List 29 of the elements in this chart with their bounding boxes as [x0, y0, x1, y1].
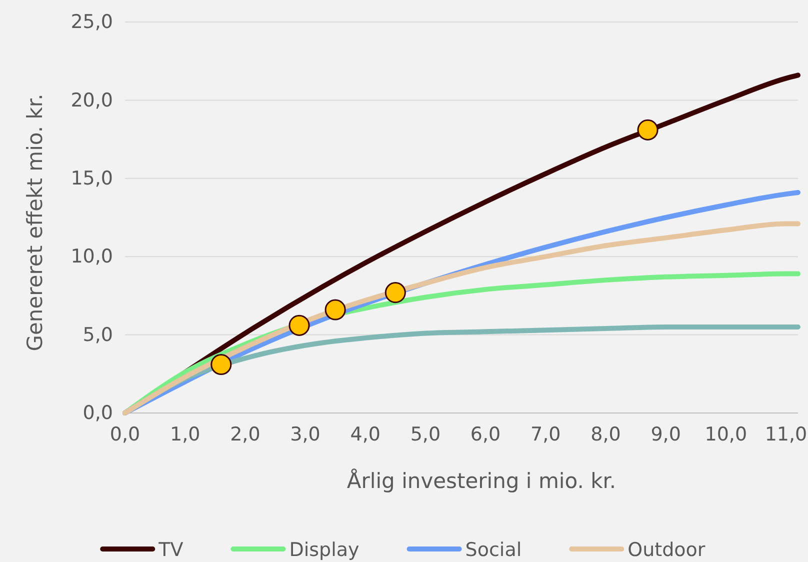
y-tick-label: 25,0: [70, 11, 113, 34]
y-tick-label: 15,0: [70, 167, 113, 190]
x-tick-label: 11,0: [764, 423, 808, 446]
x-tick-label: 10,0: [704, 423, 748, 446]
legend-label: Outdoor: [628, 539, 706, 561]
point: [384, 282, 406, 304]
y-tick-label: 0,0: [82, 402, 113, 424]
x-axis-title: Årlig investering i mio. kr.: [346, 468, 616, 493]
x-tick-label: 0,0: [110, 423, 140, 446]
point: [210, 354, 232, 376]
x-tick-label: 6,0: [470, 423, 501, 446]
x-tick-label: 7,0: [530, 423, 561, 446]
x-tick-label: 1,0: [170, 423, 200, 446]
y-axis-title: Genereret effekt mio. kr.: [23, 94, 47, 352]
x-tick-label: 2,0: [230, 423, 260, 446]
point: [637, 119, 658, 140]
point: [324, 299, 346, 320]
y-tick-label: 10,0: [70, 246, 113, 268]
x-tick-label: 8,0: [590, 423, 621, 446]
x-tick-label: 9,0: [650, 423, 681, 446]
y-tick-label: 20,0: [70, 89, 113, 112]
legend-label: TV: [158, 539, 184, 561]
x-tick-label: 5,0: [410, 423, 441, 446]
x-tick-label: 3,0: [290, 423, 320, 446]
point: [288, 314, 310, 336]
legend-label: Social: [465, 539, 522, 561]
y-tick-label: 5,0: [82, 324, 113, 346]
legend-label: Display: [289, 539, 360, 561]
x-tick-label: 4,0: [350, 423, 380, 446]
